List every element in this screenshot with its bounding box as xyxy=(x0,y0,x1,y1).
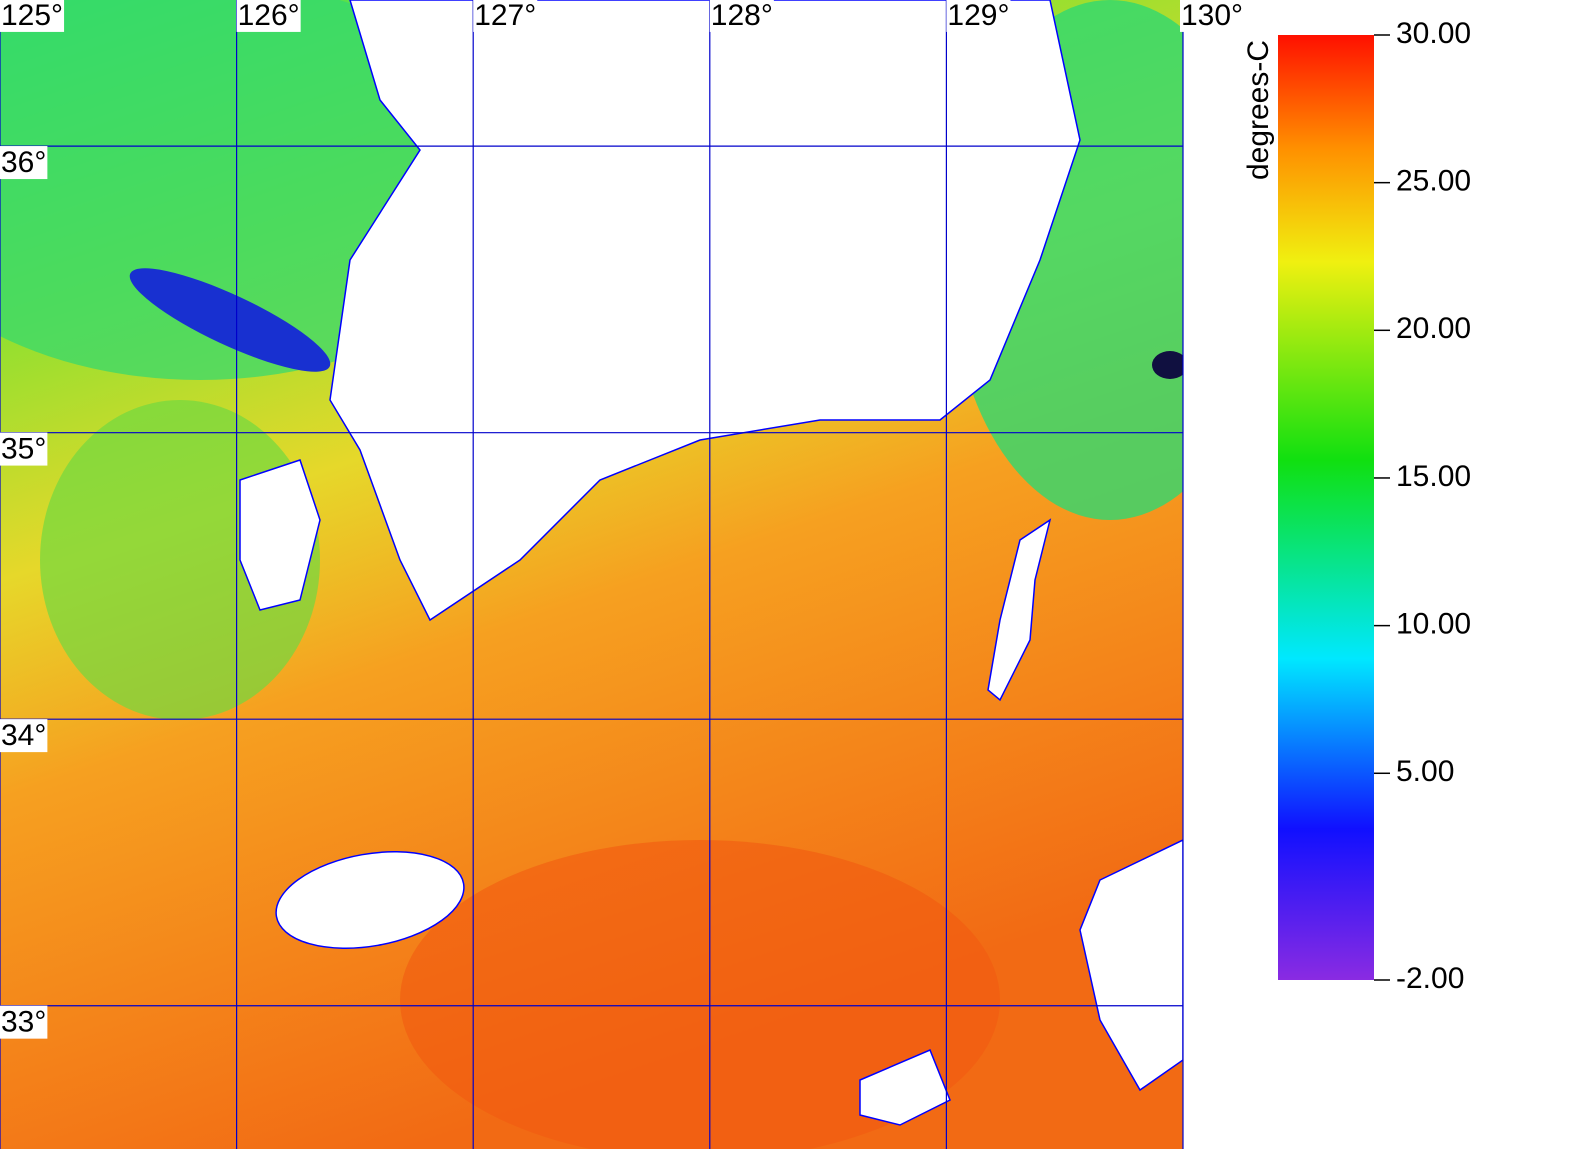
tick-label-bg xyxy=(0,1005,48,1039)
tick-label-bg xyxy=(0,719,48,753)
tick-label: 130° xyxy=(1181,0,1243,32)
sst-field xyxy=(0,0,1183,1149)
tick-label: 35° xyxy=(1,433,46,466)
tick-label: 125° xyxy=(1,0,63,32)
tick-label: 129° xyxy=(947,0,1009,32)
tick-label-bg xyxy=(473,0,538,32)
colorbar-tick-label: 30.00 xyxy=(1396,17,1471,50)
graticule: 125° 126° 127° 128° 129° 130° 36° 35° 34° 33° xyxy=(0,0,1245,1149)
colorbar-tick-label: 5.00 xyxy=(1396,755,1454,788)
tick-label-bg xyxy=(0,146,48,180)
tick-label: 36° xyxy=(1,146,46,179)
tick-label-bg xyxy=(0,432,48,466)
colorbar-title: degrees-C xyxy=(1242,40,1275,180)
colorbar-tick-label: 15.00 xyxy=(1396,460,1471,493)
colorbar xyxy=(1278,35,1374,980)
colorbar-tick-label: -2.00 xyxy=(1396,962,1464,995)
tick-label: 127° xyxy=(474,0,536,32)
tick-label: 33° xyxy=(1,1006,46,1039)
colorbar-tick-label: 20.00 xyxy=(1396,312,1471,345)
tick-label: 34° xyxy=(1,719,46,752)
tick-label-bg xyxy=(709,0,774,32)
tick-label: 128° xyxy=(711,0,773,32)
tick-label-bg xyxy=(0,0,65,32)
colorbar-tick-label: 25.00 xyxy=(1396,165,1471,198)
tick-label-bg xyxy=(1180,0,1245,32)
colorbar-tick-label: 10.00 xyxy=(1396,608,1471,641)
tick-label: 126° xyxy=(238,0,300,32)
tick-label-bg xyxy=(236,0,301,32)
tick-label-bg xyxy=(946,0,1011,32)
